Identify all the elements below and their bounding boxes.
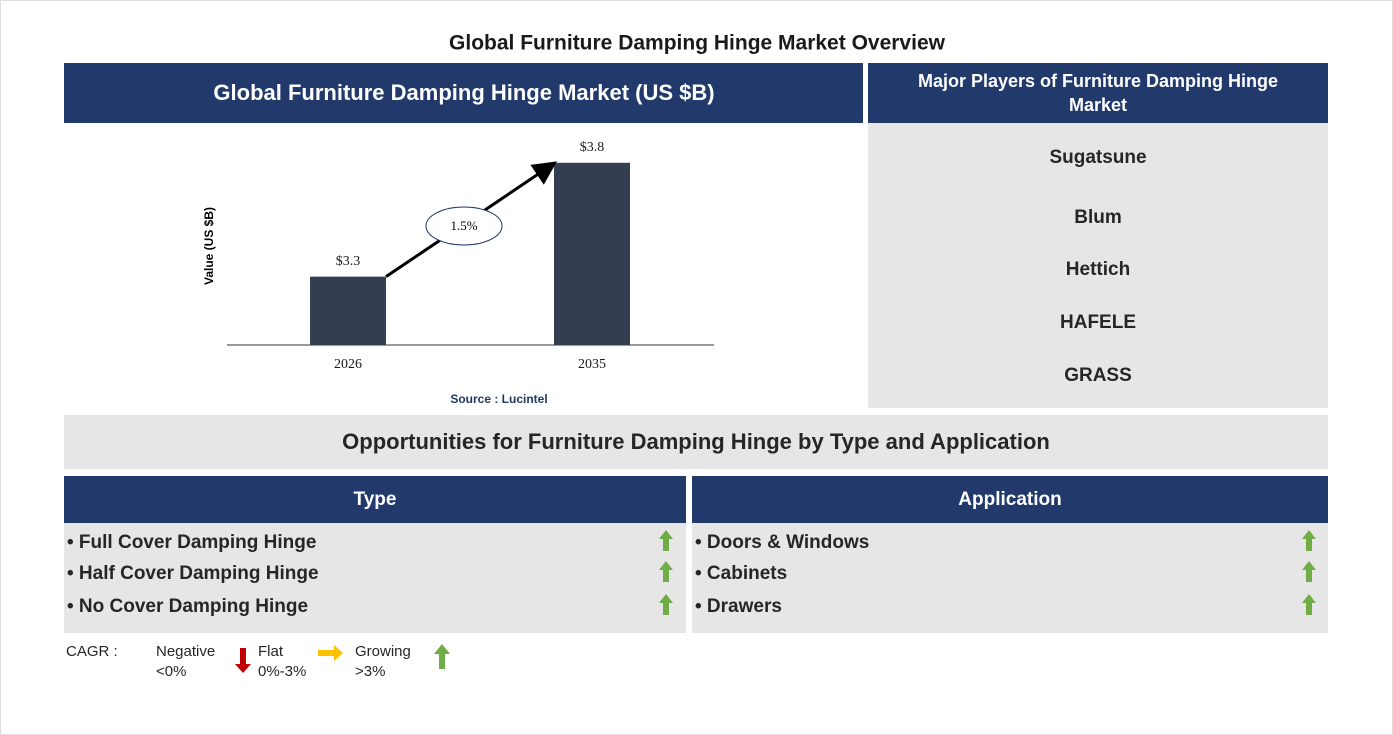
list-item: • Half Cover Damping Hinge (67, 563, 319, 584)
legend-range: >3% (355, 663, 385, 680)
legend-label: CAGR : (66, 643, 118, 660)
list-item: • Drawers (695, 596, 782, 617)
y-axis-label: Value (US $B) (202, 207, 216, 285)
x-tick-label: 2026 (334, 357, 362, 372)
type-title: Type (354, 489, 397, 510)
source: Source : Lucintel (450, 392, 547, 406)
growth-icon (659, 530, 673, 551)
type-header (64, 476, 686, 523)
negative-icon (235, 648, 251, 673)
flat-icon (318, 645, 343, 661)
legend-name: Negative (156, 643, 215, 660)
growth-icon (659, 561, 673, 582)
legend-range: 0%-3% (258, 663, 306, 680)
application-header (692, 476, 1328, 523)
page-title: Global Furniture Damping Hinge Market Ov… (449, 32, 946, 55)
player-name: HAFELE (1060, 312, 1136, 333)
legend-range: <0% (156, 663, 186, 680)
opportunities-band (64, 415, 1328, 469)
cagr-label: 1.5% (450, 218, 477, 233)
value-label: $3.8 (580, 140, 605, 155)
bar (554, 162, 630, 345)
growing-icon (434, 644, 450, 669)
list-item: • Doors & Windows (695, 532, 869, 553)
players-header (868, 63, 1328, 123)
market-title: Global Furniture Damping Hinge Market (U… (213, 80, 714, 105)
opportunities-title: Opportunities for Furniture Damping Hing… (342, 429, 1050, 454)
list-item: • No Cover Damping Hinge (67, 596, 308, 617)
value-label: $3.3 (336, 254, 361, 269)
player-name: GRASS (1064, 365, 1132, 386)
list-item: • Full Cover Damping Hinge (67, 532, 316, 553)
player-name: Sugatsune (1049, 147, 1146, 168)
application-panel (692, 523, 1328, 633)
players-title: Major Players of Furniture Damping Hinge… (918, 71, 1278, 115)
bar (310, 276, 386, 345)
growth-icon (1302, 594, 1316, 615)
application-title: Application (958, 489, 1061, 510)
cagr-bubble (425, 206, 503, 246)
market-header (64, 63, 863, 123)
growth-icon (1302, 561, 1316, 582)
legend-name: Growing (355, 643, 411, 660)
growth-icon (659, 594, 673, 615)
legend-name: Flat (258, 643, 284, 660)
x-tick-label: 2035 (578, 357, 606, 372)
type-panel (64, 523, 686, 633)
players-panel (868, 123, 1328, 408)
player-name: Hettich (1066, 259, 1130, 280)
player-name: Blum (1074, 207, 1122, 228)
growth-icon (1302, 530, 1316, 551)
list-item: • Cabinets (695, 563, 787, 584)
